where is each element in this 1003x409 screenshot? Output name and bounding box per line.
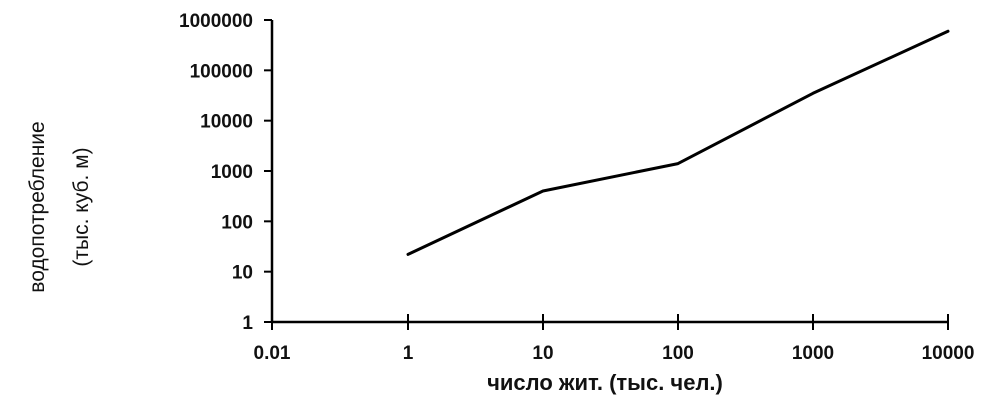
y-tick-label: 1 bbox=[242, 313, 253, 334]
series-line bbox=[406, 29, 950, 256]
y-tick-label: 100 bbox=[221, 212, 253, 233]
x-tick-label: 10 bbox=[532, 343, 553, 364]
y-tick-label: 10 bbox=[232, 263, 253, 284]
y-axis-title-line-1: водопотребление bbox=[26, 121, 49, 292]
y-axis-ticks: 1 10 100 1000 10000 100000 1000000 bbox=[179, 11, 272, 334]
x-tick-label: 0.01 bbox=[254, 343, 291, 364]
y-tick-label: 10000 bbox=[200, 112, 253, 133]
x-axis-ticks: 0.01 1 10 100 1000 10000 bbox=[254, 314, 975, 364]
x-axis-title: число жит. (тыс. чел.) bbox=[487, 370, 723, 395]
y-axis-title: водопотребление (тыс. куб. м) bbox=[26, 121, 93, 292]
x-tick-label: 1000 bbox=[792, 343, 834, 364]
x-tick-label: 1 bbox=[403, 343, 414, 364]
x-tick-label: 100 bbox=[662, 343, 694, 364]
y-axis-title-line-2: (тыс. куб. м) bbox=[70, 147, 93, 266]
y-tick-label: 1000 bbox=[211, 162, 253, 183]
y-tick-label: 100000 bbox=[190, 61, 253, 82]
y-tick-label: 1000000 bbox=[179, 11, 253, 32]
x-tick-label: 10000 bbox=[922, 343, 975, 364]
